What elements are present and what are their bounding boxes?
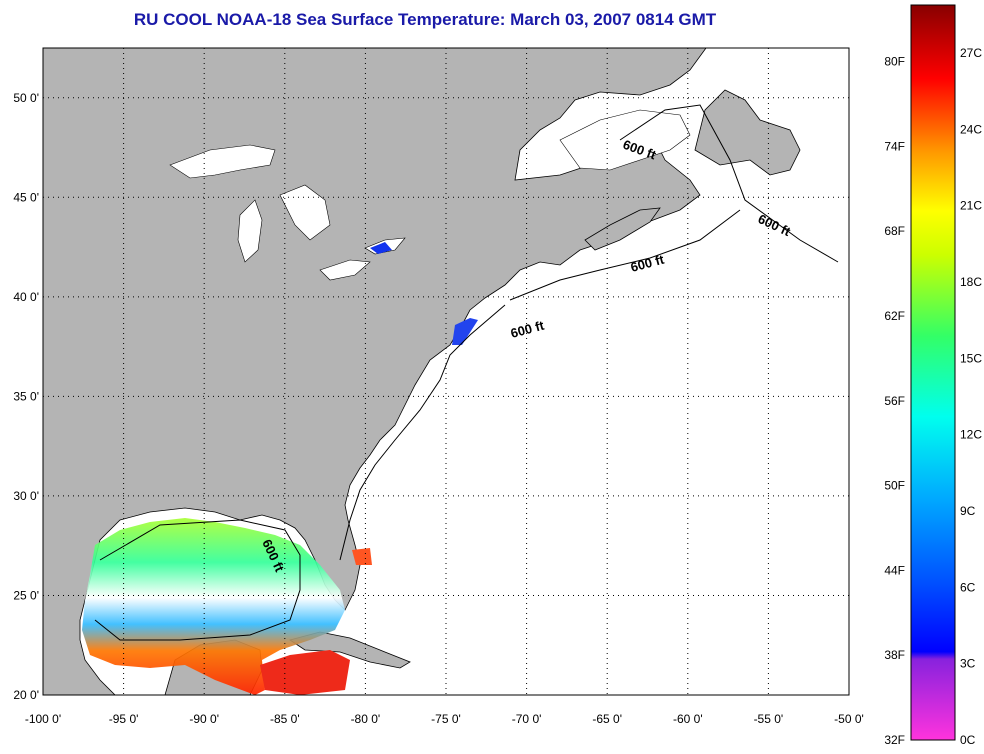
lon-tick-label: -85 0' <box>270 712 300 726</box>
lon-tick-label: -90 0' <box>189 712 219 726</box>
colorbar-c-label: 18C <box>960 275 982 289</box>
land-mass <box>42 47 707 696</box>
lat-tick-label: 30 0' <box>13 489 39 503</box>
map-frame <box>42 47 850 696</box>
lat-tick-label: 45 0' <box>13 190 39 204</box>
colorbar-f-label: 50F <box>884 479 905 493</box>
colorbar-c-label: 3C <box>960 657 976 671</box>
newfoundland <box>694 89 801 176</box>
colorbar-labels: 32F 38F 44F 50F 56F 62F 68F 74F 80F 0C 3C 6C 9C 12C 15… <box>884 46 982 747</box>
map-title: RU COOL NOAA-18 Sea Surface Temperature:… <box>133 10 717 29</box>
colorbar-f-label: 62F <box>884 309 905 323</box>
colorbar-c-label: 27C <box>960 46 982 60</box>
lon-tick-label: -50 0' <box>834 712 864 726</box>
colorbar-f-label: 44F <box>884 563 905 577</box>
lon-tick-label: -65 0' <box>592 712 622 726</box>
lon-tick-label: -80 0' <box>351 712 381 726</box>
gulf-st-lawrence <box>559 109 691 171</box>
colorbar-c-label: 24C <box>960 122 982 136</box>
florida-strait-sst <box>352 548 372 565</box>
lat-tick-label: 35 0' <box>13 389 39 403</box>
lat-tick-label: 25 0' <box>13 588 39 602</box>
colorbar-f-label: 68F <box>884 224 905 238</box>
axis-tick-labels: -100 0' -95 0' -90 0' -85 0' -80 0' -75 0' -70… <box>13 91 863 726</box>
great-lakes <box>169 144 406 281</box>
colorbar-c-label: 9C <box>960 504 976 518</box>
colorbar-f-label: 80F <box>884 55 905 69</box>
lon-tick-label: -60 0' <box>673 712 703 726</box>
lon-tick-label: -100 0' <box>25 712 61 726</box>
colorbar-c-label: 21C <box>960 199 982 213</box>
colorbar-c-label: 12C <box>960 428 982 442</box>
colorbar-c-label: 6C <box>960 580 976 594</box>
caribbean-sst-data <box>260 650 350 695</box>
bathymetry-contours <box>94 104 839 641</box>
lon-tick-label: -75 0' <box>431 712 461 726</box>
colorbar-f-label: 38F <box>884 648 905 662</box>
lon-tick-label: -95 0' <box>109 712 139 726</box>
lon-tick-label: -55 0' <box>754 712 784 726</box>
colorbar-f-label: 74F <box>884 139 905 153</box>
chesapeake-sst <box>452 318 478 345</box>
colorbar-c-label: 0C <box>960 733 976 747</box>
colorbar-f-label: 56F <box>884 394 905 408</box>
nova-scotia <box>584 207 661 251</box>
lake-sst-patch <box>370 242 392 254</box>
gulf-sst-data <box>82 518 345 695</box>
colorbar-f-label: 32F <box>884 733 905 747</box>
colorbar-c-label: 15C <box>960 351 982 365</box>
lat-tick-label: 40 0' <box>13 290 39 304</box>
lat-tick-label: 20 0' <box>13 688 39 702</box>
lat-tick-label: 50 0' <box>13 91 39 105</box>
colorbar-ramp <box>910 4 956 741</box>
lon-tick-label: -70 0' <box>512 712 542 726</box>
